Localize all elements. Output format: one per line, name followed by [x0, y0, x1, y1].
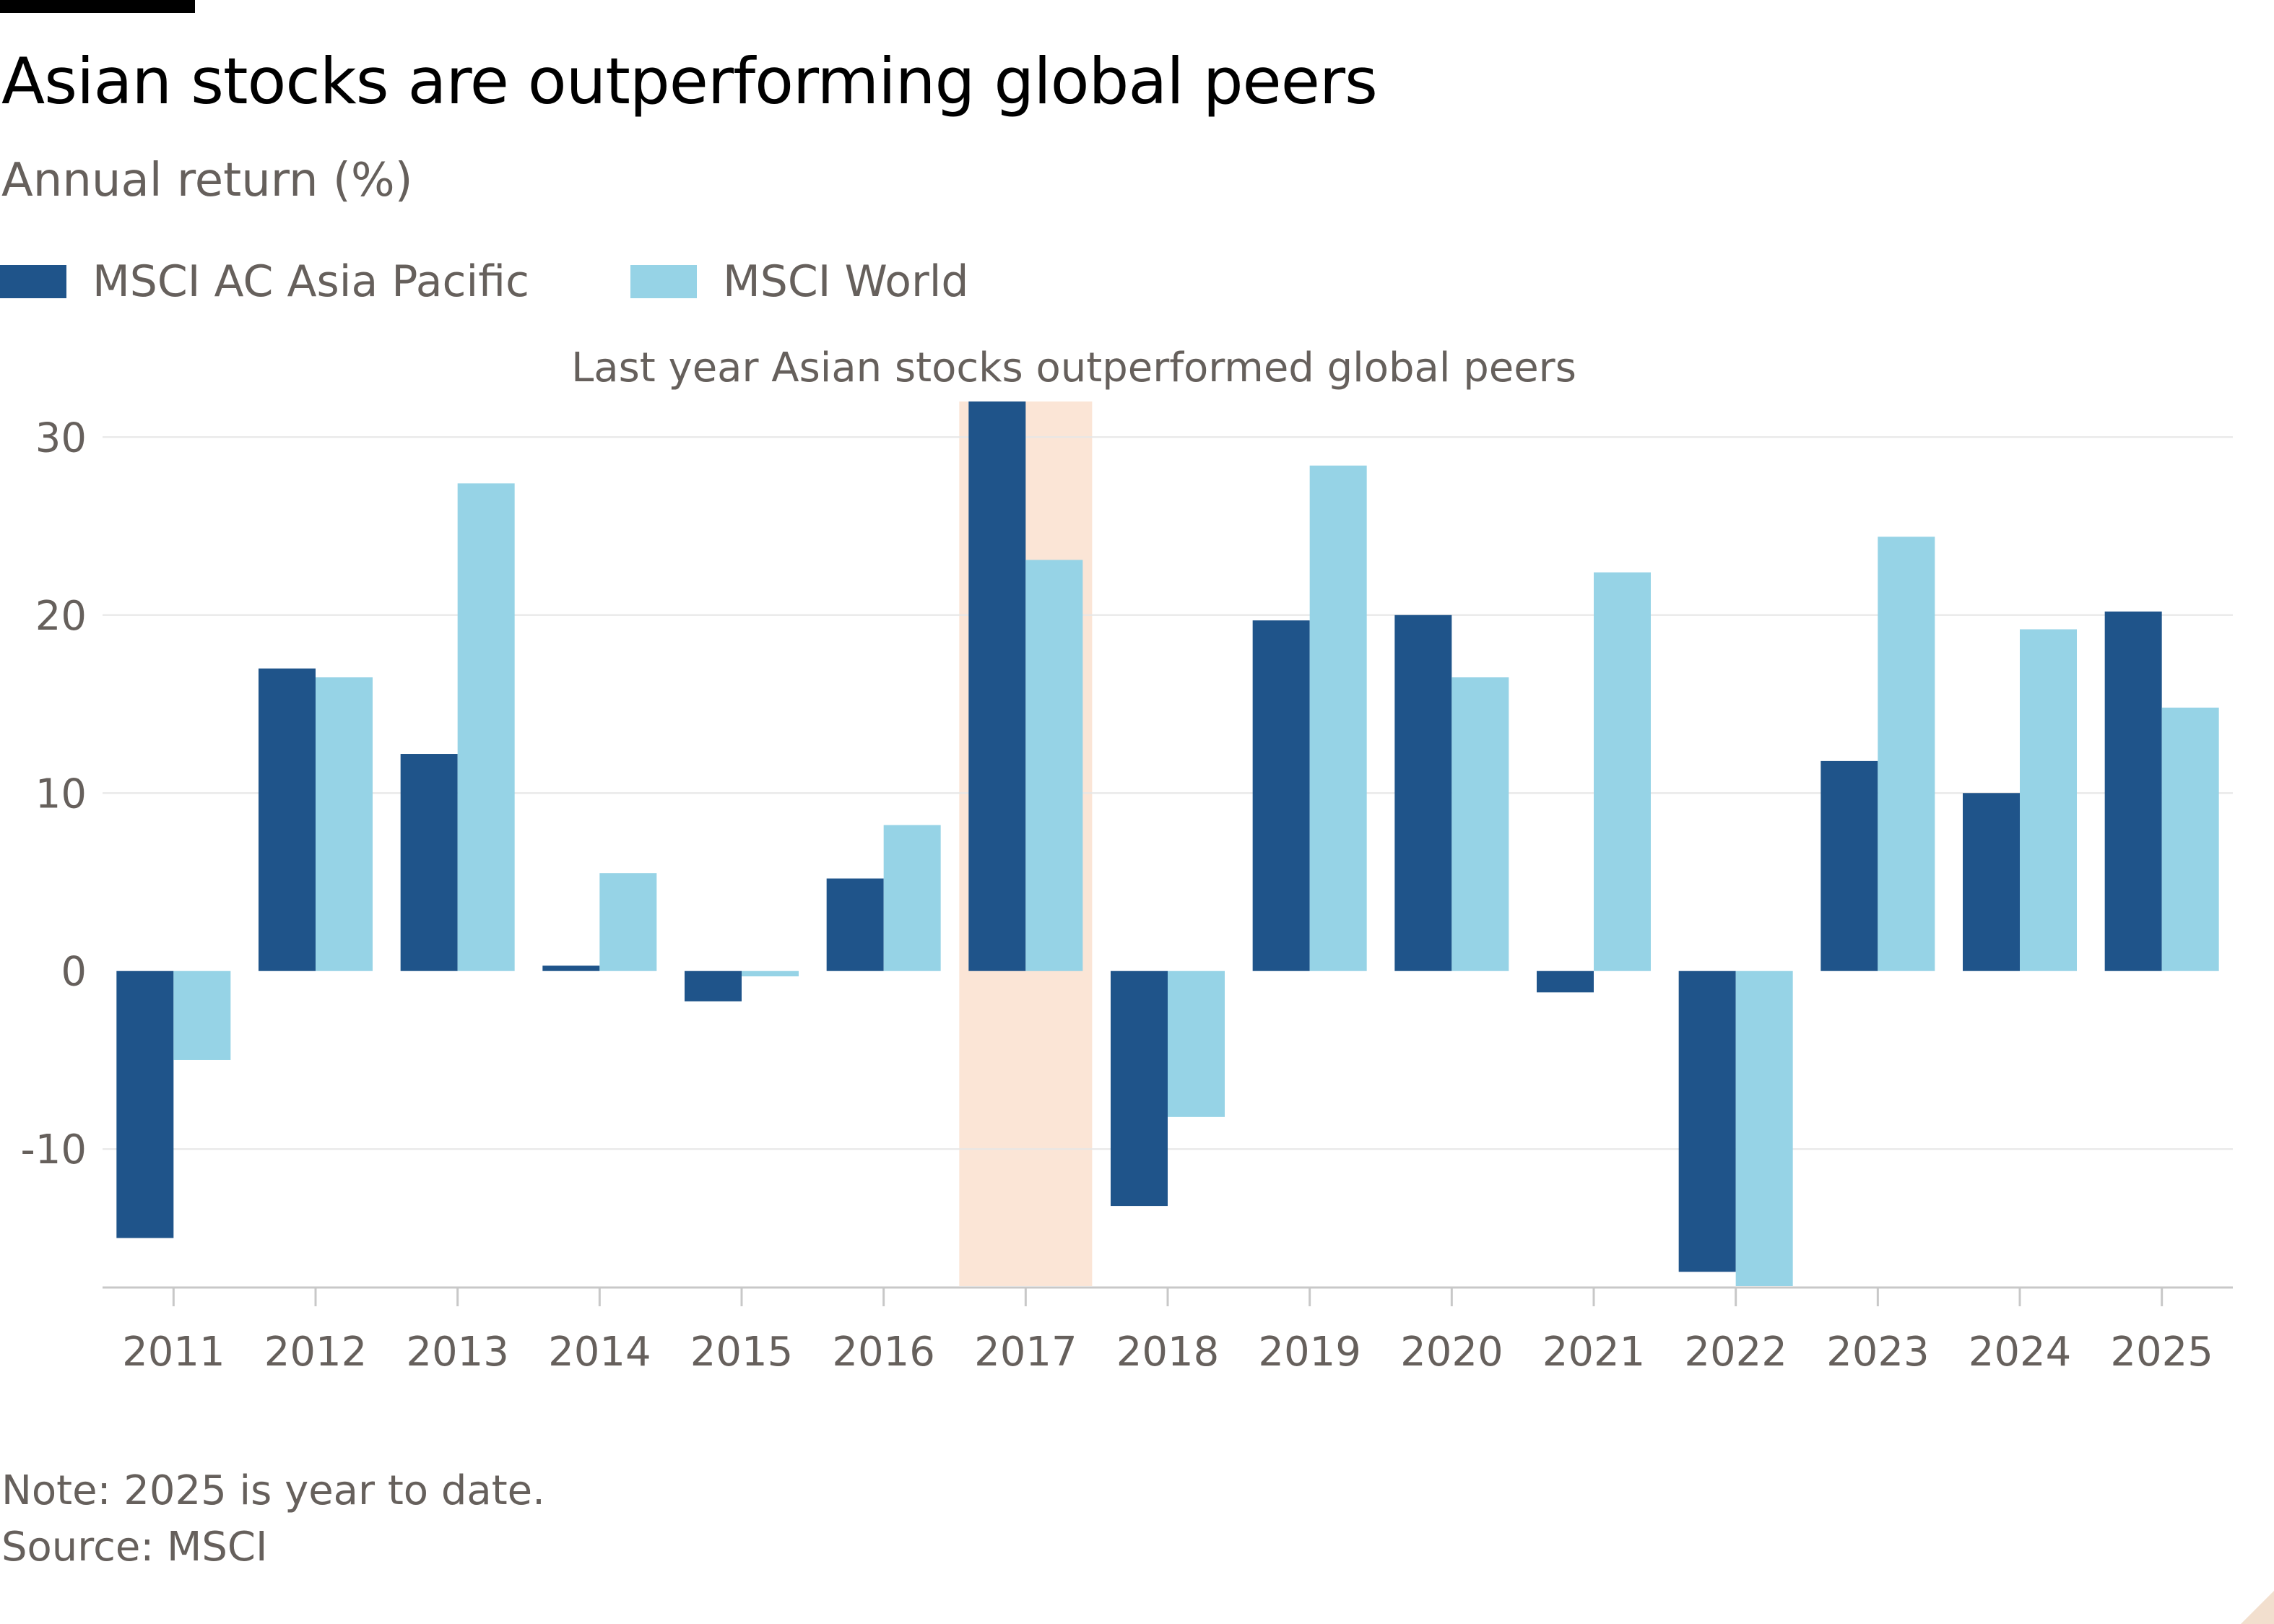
highlight-annotation: Last year Asian stocks outperformed glob… — [571, 344, 1576, 391]
bar-world-2018 — [1168, 971, 1225, 1117]
y-tick-label: 10 — [35, 770, 87, 817]
x-tick-label: 2016 — [832, 1329, 935, 1376]
bar-world-2020 — [1451, 677, 1509, 971]
bar-world-2013 — [457, 483, 515, 971]
bar-world-2014 — [599, 873, 657, 971]
axes: 2011 2012 2013 2014 2015 2016 2017 2018 2019 2020… — [103, 1286, 2233, 1376]
bar-asia-2021 — [1537, 971, 1594, 993]
legend-item-world: MSCI World — [630, 256, 968, 307]
x-tick-label: 2020 — [1400, 1329, 1503, 1376]
bar-asia-2025 — [2104, 611, 2162, 971]
bar-asia-2015 — [685, 971, 742, 1002]
bar-asia-2014 — [542, 965, 600, 971]
x-tick-label: 2025 — [2110, 1329, 2213, 1376]
legend-label-world: MSCI World — [722, 256, 969, 307]
bar-asia-2017 — [968, 401, 1026, 971]
y-tick-label: 30 — [35, 414, 87, 461]
x-tick-label: 2018 — [1116, 1329, 1220, 1376]
bar-asia-2016 — [826, 878, 884, 971]
x-tick-label: 2011 — [122, 1329, 225, 1376]
legend-item-asia: MSCI AC Asia Pacific — [0, 256, 529, 307]
bar-world-2016 — [883, 825, 941, 971]
bar-asia-2023 — [1820, 760, 1878, 971]
x-tick-label: 2019 — [1258, 1329, 1361, 1376]
y-tick-label: 0 — [61, 949, 87, 996]
bar-world-2017 — [1025, 560, 1083, 971]
bar-world-2022 — [1735, 971, 1793, 1286]
bar-world-2019 — [1309, 465, 1367, 971]
corner-mark — [2241, 1591, 2274, 1624]
x-tick-label: 2023 — [1826, 1329, 1930, 1376]
bar-asia-2013 — [400, 754, 458, 971]
bar-world-2025 — [2161, 707, 2219, 971]
bar-asia-2024 — [1963, 793, 2020, 971]
bar-asia-2011 — [116, 971, 174, 1238]
x-tick-label: 2014 — [548, 1329, 651, 1376]
y-tick-label: 20 — [35, 593, 87, 640]
chart-source: Source: MSCI — [1, 1524, 268, 1571]
bar-asia-2018 — [1111, 971, 1168, 1207]
bar-asia-2020 — [1394, 615, 1452, 971]
bar-asia-2012 — [259, 668, 316, 971]
chart-title: Asian stocks are outperforming global pe… — [1, 44, 1378, 118]
bar-world-2012 — [316, 677, 373, 971]
x-tick-label: 2013 — [406, 1329, 509, 1376]
bar-world-2024 — [2020, 629, 2077, 971]
bar-world-2023 — [1878, 537, 1935, 971]
x-tick-label: 2021 — [1542, 1329, 1646, 1376]
x-tick-label: 2017 — [974, 1329, 1077, 1376]
chart-note: Note: 2025 is year to date. — [1, 1467, 545, 1514]
x-tick-label: 2012 — [264, 1329, 368, 1376]
x-tick-label: 2015 — [690, 1329, 794, 1376]
bar-world-2015 — [742, 971, 799, 977]
bars — [116, 401, 2219, 1286]
bar-asia-2022 — [1678, 971, 1736, 1272]
chart-subtitle: Annual return (%) — [1, 154, 413, 207]
y-tick-label: -10 — [21, 1126, 87, 1173]
legend-swatch-world — [630, 265, 697, 298]
x-tick-label: 2022 — [1684, 1329, 1787, 1376]
bar-asia-2019 — [1252, 620, 1310, 971]
legend-label-asia: MSCI AC Asia Pacific — [92, 256, 529, 307]
legend: MSCI AC Asia Pacific MSCI World — [0, 253, 1069, 311]
bar-world-2021 — [1594, 572, 1651, 971]
legend-swatch-asia — [0, 265, 66, 298]
bar-world-2011 — [173, 971, 231, 1060]
top-accent-bar — [0, 0, 195, 13]
x-tick-label: 2024 — [1969, 1329, 2072, 1376]
